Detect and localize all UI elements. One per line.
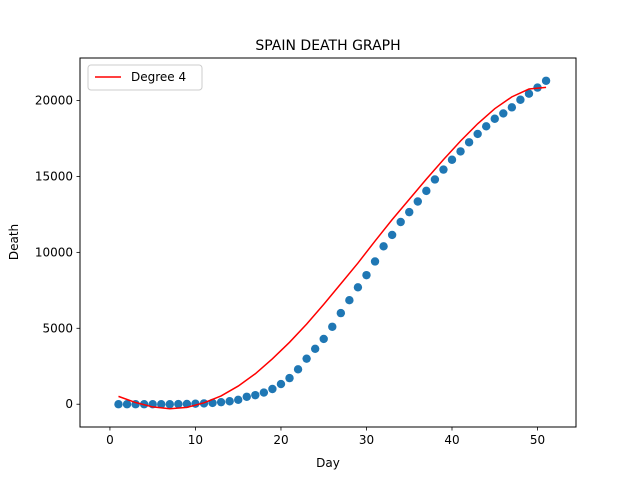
data-point [310,344,320,353]
data-point [242,392,251,401]
data-point [225,397,234,406]
data-point [302,354,311,363]
data-point [396,217,405,227]
data-point [405,207,414,217]
fit-line [118,86,547,410]
data-point [319,334,328,344]
data-point [353,283,363,292]
data-point [507,103,517,112]
y-tick-label: 10000 [35,245,73,259]
x-tick-label: 10 [188,433,203,447]
data-point [541,76,551,85]
y-tick-label: 5000 [42,321,73,335]
x-tick-label: 50 [530,433,545,447]
data-point [157,400,166,409]
data-point [490,114,499,123]
data-point [464,138,474,147]
chart-title: SPAIN DEATH GRAPH [255,38,400,54]
data-point [328,322,337,331]
data-point [473,129,482,139]
y-tick-label: 20000 [35,94,73,108]
plot-frame [79,57,577,428]
x-axis-label: Day [316,456,340,470]
data-point [276,379,286,389]
data-point [251,390,260,400]
data-point [285,373,294,383]
data-point [293,365,303,374]
data-point [336,308,346,318]
x-tick-label: 0 [106,433,114,447]
data-point [422,186,431,196]
data-point [379,242,388,251]
data-point [259,388,269,397]
data-point [387,230,397,240]
x-tick-label: 30 [359,433,374,447]
y-axis-label: Death [7,224,21,260]
data-point [439,165,448,174]
x-tick-label: 20 [273,433,288,447]
data-point [122,400,132,409]
data-marks [114,76,551,410]
data-point [114,400,123,409]
data-point [482,122,491,131]
legend-label: Degree 4 [131,70,186,84]
data-point [456,147,465,156]
data-point [165,400,174,409]
data-point [447,155,457,164]
data-point [345,296,354,305]
data-point [234,395,243,405]
data-point [268,384,277,394]
x-axis: 0 10 20 30 40 50 [106,427,545,447]
data-point [516,95,525,104]
data-point [362,270,371,280]
legend-box [87,64,203,91]
data-point [430,175,440,184]
data-point [524,89,534,98]
legend: Degree 4 [87,64,203,91]
y-tick-label: 0 [65,397,73,411]
data-point [413,197,422,206]
data-point [174,399,183,409]
data-point [370,257,380,266]
y-tick-label: 15000 [35,169,73,183]
x-tick-label: 40 [444,433,459,447]
data-point [216,397,226,407]
y-axis: 0 5000 10000 15000 20000 [35,94,80,411]
data-point [499,109,508,118]
plot-area [79,57,577,428]
